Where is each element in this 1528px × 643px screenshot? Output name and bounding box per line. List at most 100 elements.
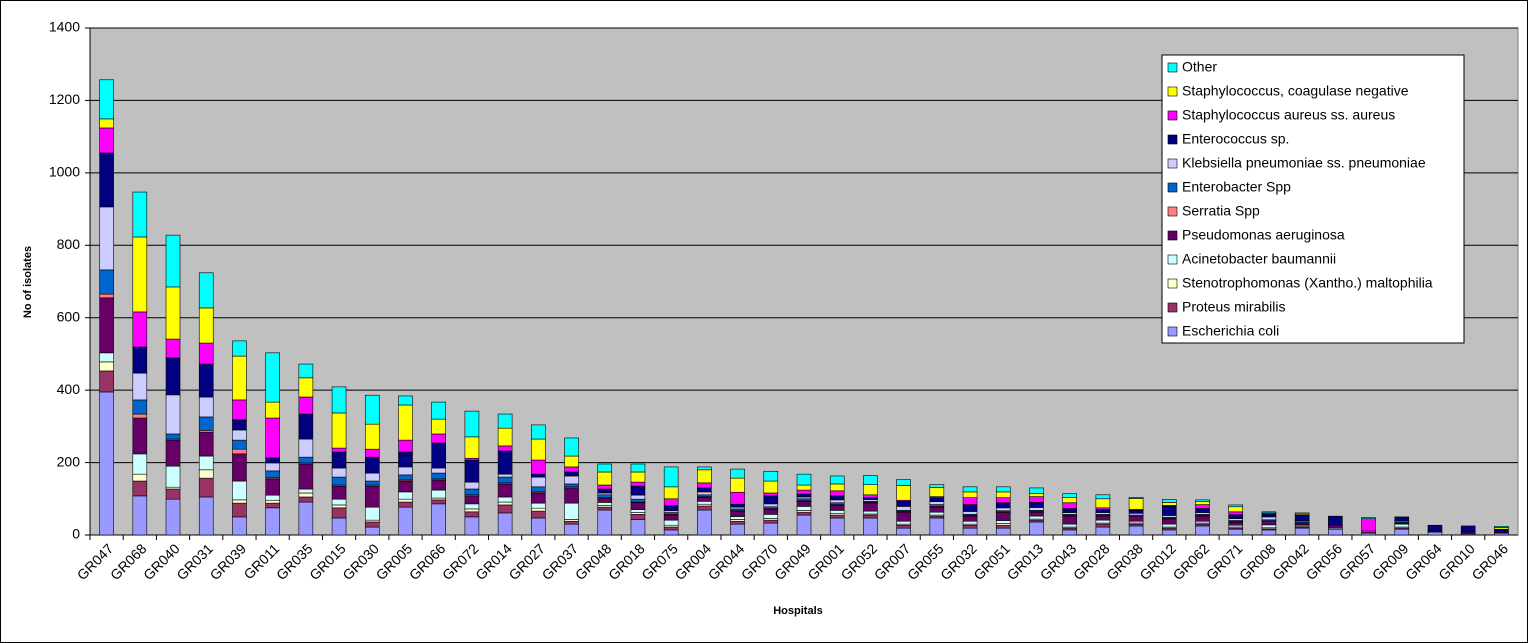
bar-segment: [165, 394, 181, 435]
bar-segment: [663, 514, 679, 521]
bar-segment: [1029, 496, 1044, 503]
bar-segment: [431, 489, 446, 499]
bar-segment: [1095, 526, 1111, 536]
bar-segment: [630, 481, 646, 487]
bar-segment: [1328, 515, 1343, 526]
bar-segment: [398, 395, 413, 406]
bar-segment: [1095, 515, 1111, 521]
bar-segment: [398, 451, 413, 468]
bar-segment: [99, 269, 114, 295]
bar-segment: [364, 394, 380, 425]
bar-segment: [929, 497, 945, 502]
bar-segment: [1162, 523, 1177, 528]
bar-segment: [1261, 516, 1277, 521]
bar-segment: [896, 506, 911, 511]
bar-segment: [1294, 512, 1310, 515]
bar-segment: [730, 516, 745, 520]
bar-segment: [829, 510, 845, 514]
legend-label: Serratia Spp: [1182, 203, 1260, 219]
bar-segment: [464, 495, 480, 505]
bar-segment: [1261, 513, 1277, 518]
bar-segment: [763, 503, 779, 508]
bar-segment: [962, 524, 978, 529]
bar-segment: [331, 498, 347, 506]
bar-segment: [1128, 515, 1144, 522]
legend-label: Other: [1182, 59, 1217, 75]
bar-segment: [431, 442, 446, 469]
bar-segment: [1062, 502, 1077, 509]
bar-segment: [1128, 497, 1144, 499]
bar-segment: [232, 419, 247, 431]
bar-segment: [298, 456, 314, 464]
legend-swatch: [1167, 230, 1178, 241]
bar-segment: [1062, 497, 1077, 504]
bar-segment: [298, 438, 314, 458]
bar-segment: [132, 413, 148, 419]
bar-segment: [1029, 511, 1044, 517]
legend-swatch: [1167, 110, 1178, 121]
bar-segment: [1394, 516, 1410, 522]
bar-segment: [398, 439, 413, 453]
legend-swatch: [1167, 206, 1178, 217]
bar-segment: [1128, 525, 1144, 536]
legend-label: Staphylococcus, coagulase negative: [1182, 83, 1409, 99]
bar-segment: [165, 357, 181, 396]
bar-segment: [730, 491, 745, 505]
bar-segment: [962, 527, 978, 536]
bar-segment: [1029, 487, 1044, 495]
bar-segment: [198, 342, 214, 365]
bar-segment: [431, 467, 446, 474]
bar-segment: [597, 509, 613, 536]
bar-segment: [298, 492, 314, 498]
bar-segment: [1228, 528, 1244, 536]
bar-segment: [464, 459, 480, 483]
bar-segment: [962, 497, 978, 505]
legend-label: Enterococcus sp.: [1182, 131, 1289, 147]
bar-segment: [1261, 529, 1277, 536]
bar-segment: [995, 527, 1011, 536]
bar-segment: [364, 448, 380, 458]
bar-segment: [630, 519, 646, 536]
bar-segment: [796, 493, 812, 498]
bar-segment: [1294, 514, 1310, 522]
y-tick-label: 1400: [49, 19, 80, 35]
bar-segment: [962, 486, 978, 493]
legend-label: Enterobacter Spp: [1182, 179, 1291, 195]
bar-segment: [265, 457, 280, 464]
bar-segment: [863, 502, 878, 512]
bar-segment: [1328, 524, 1343, 529]
bar-segment: [464, 410, 480, 438]
bar-segment: [364, 526, 380, 536]
bar-segment: [298, 396, 314, 415]
bar-segment: [796, 501, 812, 507]
bar-segment: [398, 404, 413, 441]
bar-segment: [464, 508, 480, 513]
bar-segment: [431, 499, 446, 505]
bar-segment: [298, 501, 314, 536]
bar-segment: [597, 502, 613, 506]
bar-segment: [564, 502, 579, 520]
bar-segment: [99, 152, 114, 208]
bar-segment: [896, 511, 911, 522]
bar-segment: [630, 514, 646, 520]
bar-segment: [796, 489, 812, 495]
bar-segment: [431, 418, 446, 435]
bar-segment: [597, 498, 613, 503]
bar-segment: [1361, 518, 1376, 532]
bar-segment: [1294, 527, 1310, 536]
bar-segment: [198, 455, 214, 471]
bar-segment: [829, 475, 845, 485]
bar-segment: [929, 506, 945, 513]
bar-segment: [597, 463, 613, 473]
bar-segment: [265, 499, 280, 504]
legend-label: Klebsiella pneumoniae ss. pneumoniae: [1182, 155, 1426, 171]
bar-segment: [1228, 506, 1244, 513]
bar-segment: [697, 491, 712, 496]
bar-segment: [564, 520, 579, 525]
bar-segment: [497, 496, 513, 503]
bar-segment: [1195, 525, 1210, 536]
bar-segment: [1494, 528, 1509, 533]
bar-segment: [165, 286, 181, 340]
bar-segment: [829, 495, 845, 501]
bar-segment: [431, 472, 446, 480]
